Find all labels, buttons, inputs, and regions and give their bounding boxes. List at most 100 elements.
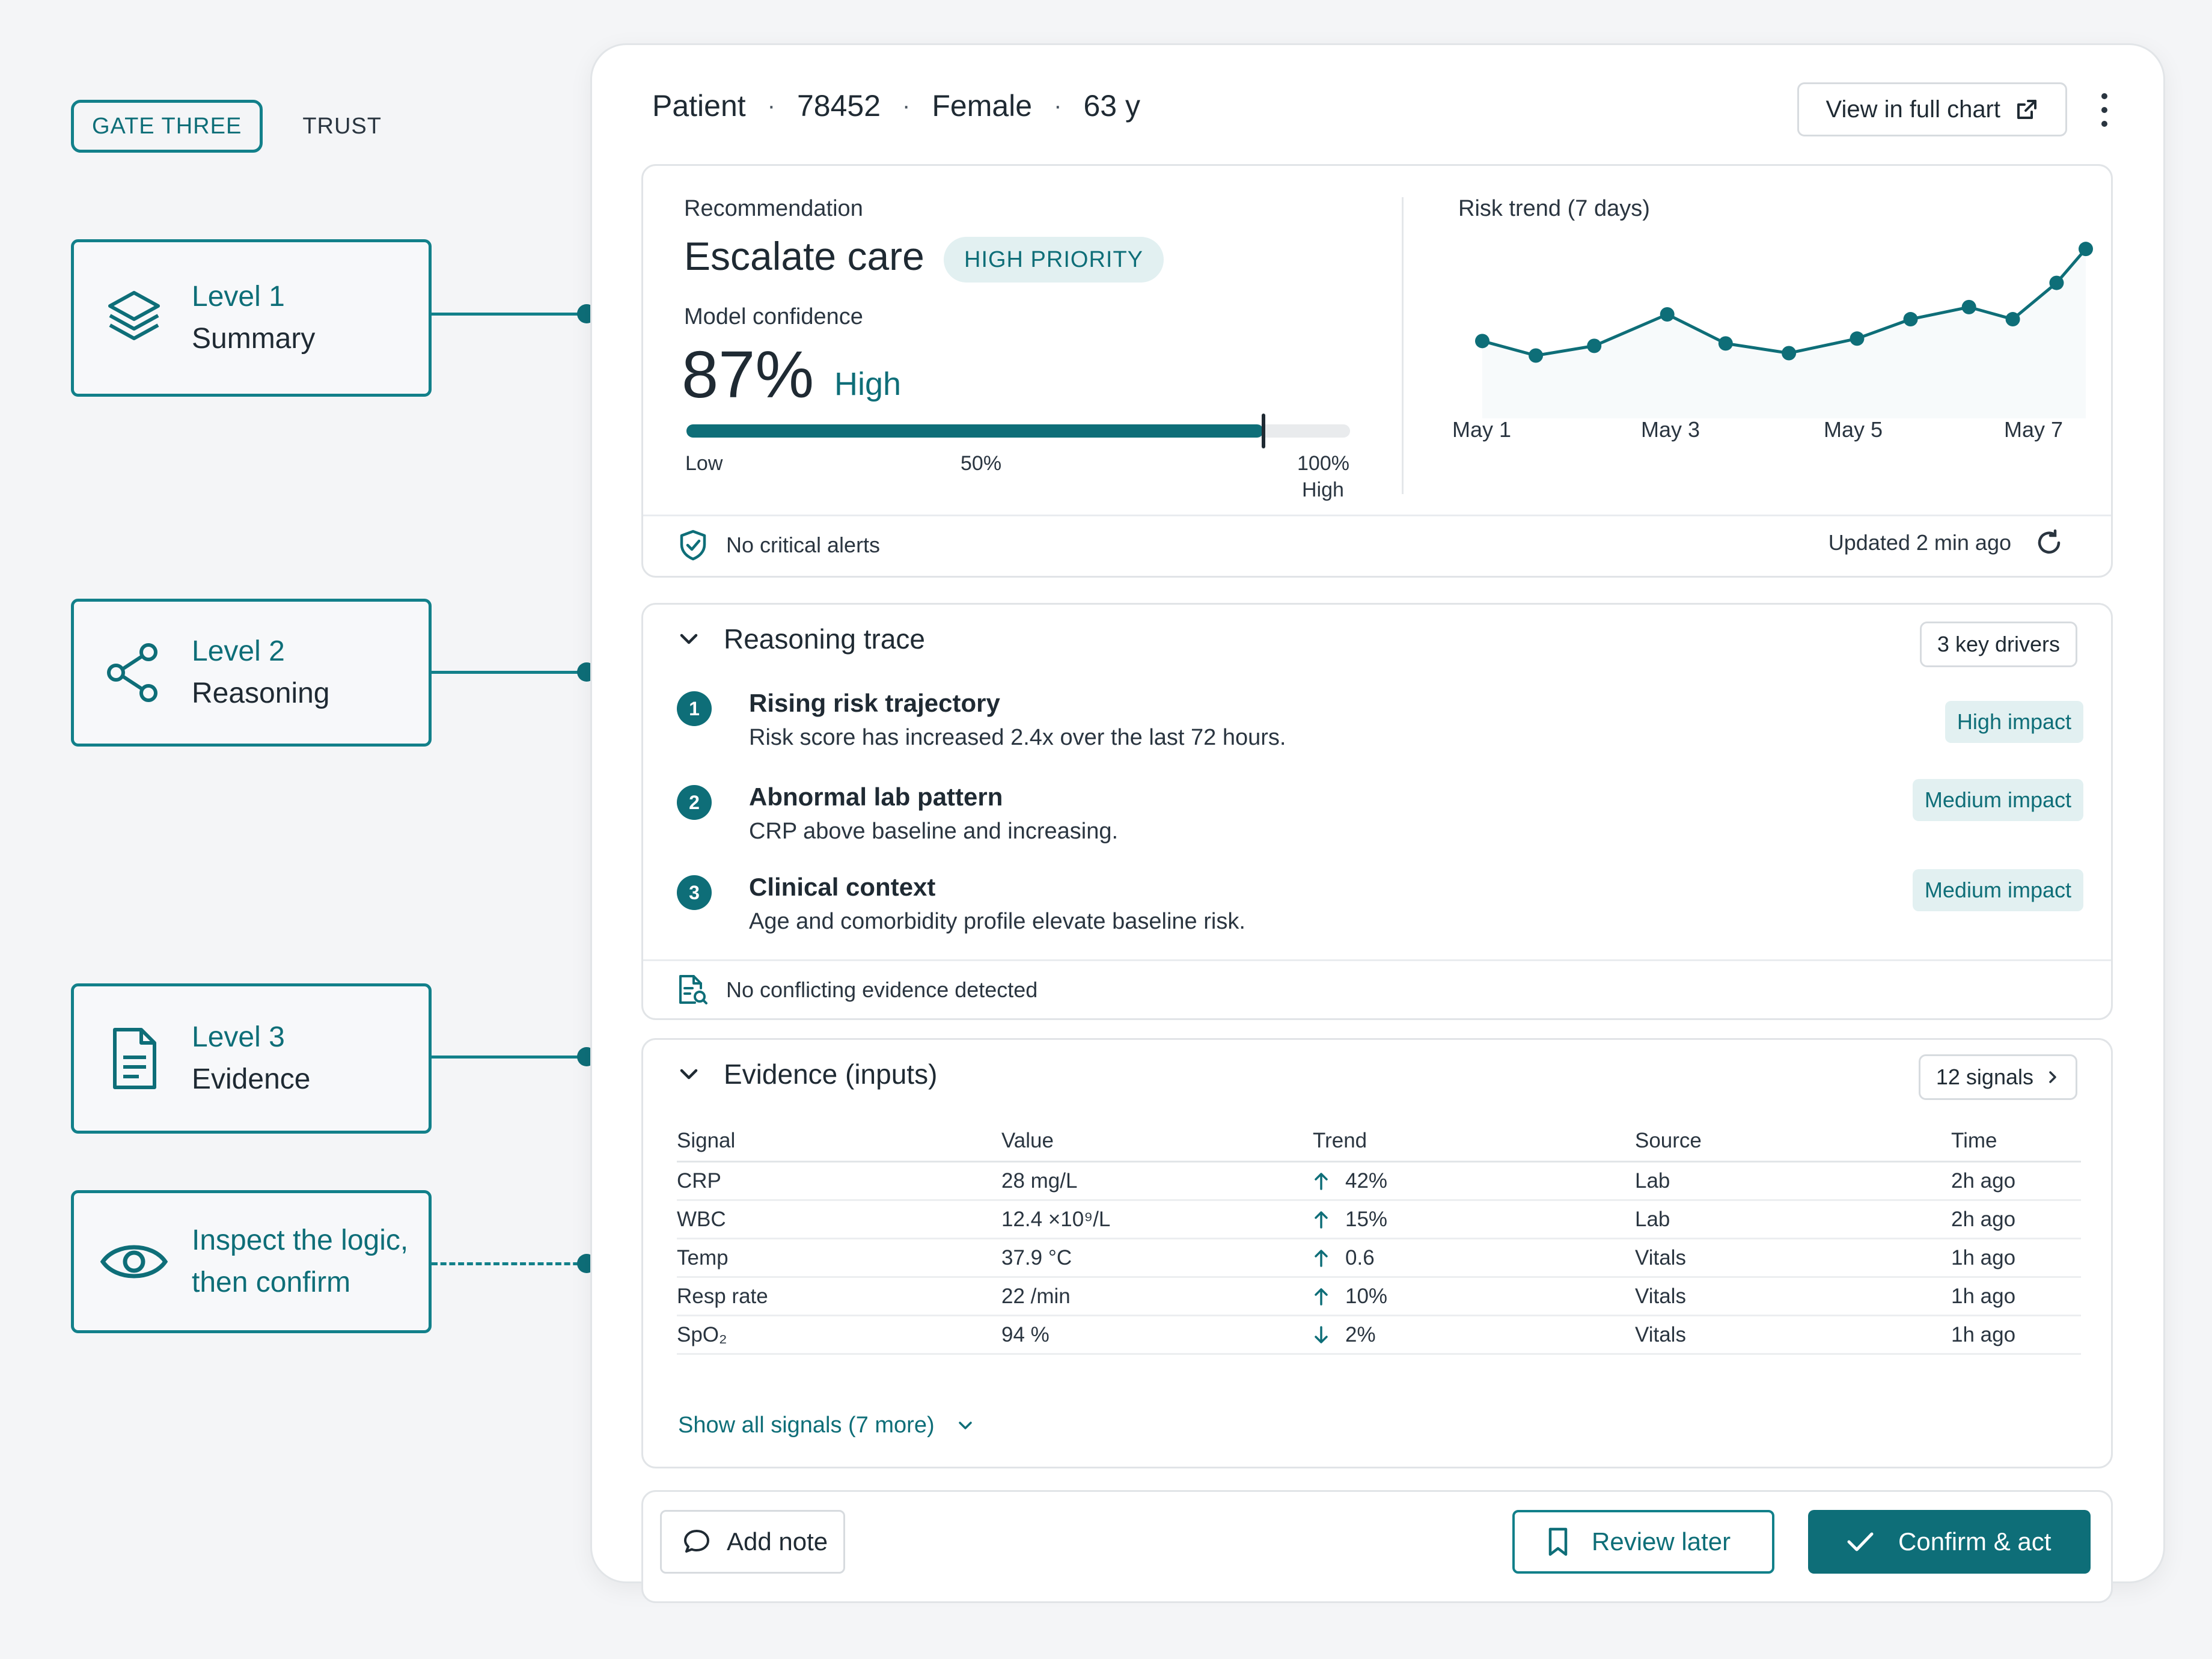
view-full-chart-button[interactable]: View in full chart — [1797, 82, 2067, 136]
external-link-icon — [2017, 100, 2036, 119]
trend-point — [1903, 312, 1918, 327]
trend-cell: 15% — [1313, 1201, 1387, 1238]
refresh-icon[interactable] — [2035, 529, 2063, 557]
evidence-table: Signal Value Trend Source Time CRP 28 mg/… — [677, 1129, 2081, 1355]
evidence-header[interactable]: Evidence (inputs) — [677, 1058, 937, 1090]
updated-text: Updated 2 min ago — [1828, 530, 2011, 555]
table-row: CRP 28 mg/L 42% Lab 2h ago — [677, 1163, 2081, 1201]
trend-point — [2049, 275, 2064, 290]
impact-badge: High impact — [1945, 701, 2083, 743]
level-2-reasoning-card[interactable]: Level 2 Reasoning — [71, 599, 432, 747]
table-row: SpO₂ 94 % 2% Vitals 1h ago — [677, 1316, 2081, 1355]
recommendation-title: Escalate care — [684, 234, 924, 278]
confidence-bar-fill — [686, 424, 1264, 438]
shield-check-icon — [680, 530, 706, 561]
arrow-up-icon — [1315, 1173, 1328, 1190]
add-note-button[interactable]: Add note — [660, 1510, 845, 1574]
reasoning-card: Reasoning trace 3 key drivers 1 Rising r… — [641, 603, 2113, 1020]
show-all-signals-link[interactable]: Show all signals (7 more) — [678, 1413, 976, 1438]
trust-tab[interactable]: TRUST — [302, 113, 382, 139]
level-2-connector — [432, 671, 588, 674]
driver-description: CRP above baseline and increasing. — [749, 819, 1119, 844]
table-row: Temp 37.9 °C 0.6 Vitals 1h ago — [677, 1239, 2081, 1278]
signals-chip-label: 12 signals — [1936, 1065, 2033, 1089]
confidence-value: 87% — [682, 338, 814, 412]
driver-title: Rising risk trajectory — [749, 689, 1000, 717]
gate-three-tab[interactable]: GATE THREE — [71, 100, 263, 153]
trend-value: 2% — [1345, 1323, 1376, 1346]
source-cell: Lab — [1635, 1208, 1670, 1231]
share-nodes-icon — [107, 643, 157, 702]
driver-item: 1 Rising risk trajectory Risk score has … — [677, 685, 2083, 757]
x-tick-may-7: May 7 — [2004, 417, 2064, 442]
time-cell: 1h ago — [1951, 1285, 2016, 1308]
inspect-card[interactable]: Inspect the logic, then confirm — [71, 1190, 432, 1333]
x-tick-may-3: May 3 — [1641, 417, 1700, 442]
inspect-line-1: Inspect the logic, — [192, 1224, 409, 1256]
arrow-up-icon — [1315, 1250, 1328, 1267]
trend-point — [1660, 307, 1675, 322]
source-cell: Vitals — [1635, 1246, 1686, 1269]
reasoning-header[interactable]: Reasoning trace — [677, 623, 925, 655]
column-header: Signal — [677, 1129, 736, 1152]
add-note-label: Add note — [727, 1527, 828, 1556]
signal-cell: Temp — [677, 1246, 729, 1269]
impact-badge: Medium impact — [1912, 779, 2083, 821]
driver-item: 2 Abnormal lab pattern CRP above baselin… — [677, 779, 2083, 851]
level-1-subtitle: Summary — [192, 323, 316, 355]
time-cell: 2h ago — [1951, 1169, 2016, 1193]
driver-item: 3 Clinical context Age and comorbidity p… — [677, 869, 2083, 941]
table-row: WBC 12.4 ×10⁹/L 15% Lab 2h ago — [677, 1201, 2081, 1239]
alerts-text: No critical alerts — [726, 533, 881, 557]
inspect-line-2: then confirm — [192, 1266, 351, 1298]
layers-icon — [108, 291, 160, 340]
table-row: Resp rate 22 /min 10% Vitals 1h ago — [677, 1278, 2081, 1316]
level-3-subtitle: Evidence — [192, 1063, 311, 1095]
trend-point — [2079, 242, 2093, 257]
table-header-row: Signal Value Trend Source Time — [677, 1129, 2081, 1163]
document-search-icon — [679, 975, 707, 1004]
driver-description: Age and comorbidity profile elevate base… — [749, 909, 1245, 934]
gate-header: GATE THREE TRUST — [71, 100, 382, 153]
show-all-label: Show all signals (7 more) — [678, 1413, 935, 1438]
chevron-right-icon — [2049, 1071, 2056, 1083]
driver-number: 3 — [677, 875, 712, 910]
column-header: Source — [1635, 1129, 1702, 1152]
confirm-act-button[interactable]: Confirm & act — [1808, 1510, 2091, 1574]
trend-point — [1587, 338, 1602, 353]
driver-number: 2 — [677, 785, 712, 820]
chevron-down-icon[interactable] — [677, 627, 701, 651]
trend-cell: 2% — [1313, 1316, 1376, 1354]
source-cell: Vitals — [1635, 1323, 1686, 1346]
trend-point — [1475, 334, 1489, 349]
bookmark-icon — [1548, 1527, 1568, 1556]
chevron-down-icon[interactable] — [677, 1062, 701, 1086]
signals-chip[interactable]: 12 signals — [1918, 1054, 2077, 1100]
key-drivers-chip[interactable]: 3 key drivers — [1919, 622, 2077, 667]
more-options-icon[interactable] — [2098, 93, 2110, 127]
arrow-up-icon — [1315, 1211, 1328, 1229]
checkmark-icon — [1847, 1532, 1874, 1551]
trend-cell: 10% — [1313, 1278, 1387, 1315]
confidence-label: Model confidence — [684, 304, 863, 329]
value-cell: 12.4 ×10⁹/L — [1001, 1208, 1111, 1231]
level-3-evidence-card[interactable]: Level 3 Evidence — [71, 983, 432, 1134]
patient-age: 63 y — [1083, 89, 1140, 123]
arrow-up-icon — [1315, 1288, 1328, 1306]
evidence-title: Evidence (inputs) — [724, 1059, 938, 1090]
patient-panel: Patient · 78452 · Female · 63 y View in … — [590, 43, 2165, 1603]
risk-trend-chart — [1475, 242, 2093, 363]
trend-cell: 42% — [1313, 1163, 1387, 1200]
patient-sex: Female — [932, 89, 1033, 123]
trend-point — [1718, 336, 1733, 351]
risk-trend-title: Risk trend (7 days) — [1458, 196, 1650, 221]
trend-point — [1782, 346, 1797, 361]
summary-card: Recommendation Escalate care HIGH PRIORI… — [641, 164, 2113, 578]
level-1-summary-card[interactable]: Level 1 Summary — [71, 239, 432, 397]
review-later-button[interactable]: Review later — [1512, 1510, 1774, 1574]
confidence-bar — [686, 414, 1350, 448]
patient-header: Patient · 78452 · Female · 63 y — [652, 89, 1140, 123]
view-full-chart-label: View in full chart — [1826, 96, 2000, 123]
time-cell: 1h ago — [1951, 1246, 2016, 1269]
level-1-connector — [432, 313, 588, 316]
